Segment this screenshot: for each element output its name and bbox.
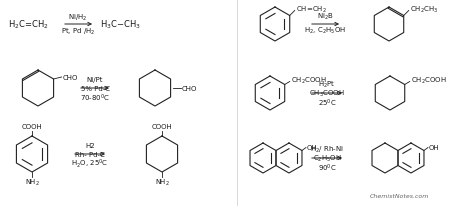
Text: 90$^0$C: 90$^0$C bbox=[318, 162, 337, 173]
Text: H$_2$O, 25$^0$C: H$_2$O, 25$^0$C bbox=[71, 157, 109, 169]
Text: H$_3$C$-$CH$_3$: H$_3$C$-$CH$_3$ bbox=[100, 19, 141, 31]
Text: Ni$_2$B: Ni$_2$B bbox=[317, 12, 333, 22]
Text: CH$_2$COOH: CH$_2$COOH bbox=[291, 75, 327, 85]
Text: OH: OH bbox=[429, 144, 439, 150]
Text: 25$^0$C: 25$^0$C bbox=[318, 97, 337, 108]
Text: H$_2$C=CH$_2$: H$_2$C=CH$_2$ bbox=[8, 19, 49, 31]
Text: Ni/H$_2$: Ni/H$_2$ bbox=[68, 13, 88, 23]
Text: C$_2$H$_5$OH: C$_2$H$_5$OH bbox=[312, 153, 341, 163]
Text: CH$_3$COOH: CH$_3$COOH bbox=[309, 88, 345, 99]
Text: CHO: CHO bbox=[63, 75, 78, 81]
Text: CHO: CHO bbox=[182, 85, 197, 91]
Text: H$_2$Pt: H$_2$Pt bbox=[318, 80, 336, 90]
Text: Rh- Pd-C: Rh- Pd-C bbox=[75, 151, 105, 157]
Text: 70-80$^0$C: 70-80$^0$C bbox=[80, 92, 110, 103]
Text: Pt, Pd /H$_2$: Pt, Pd /H$_2$ bbox=[61, 27, 95, 37]
Text: NH$_2$: NH$_2$ bbox=[25, 177, 39, 187]
Text: H$_2$/ Rh-Ni: H$_2$/ Rh-Ni bbox=[310, 144, 344, 154]
Text: CH$_2$COOH: CH$_2$COOH bbox=[411, 75, 447, 85]
Text: CH$_2$CH$_3$: CH$_2$CH$_3$ bbox=[410, 4, 438, 15]
Text: OH: OH bbox=[307, 144, 318, 150]
Text: H2: H2 bbox=[85, 142, 95, 148]
Text: ChemistNotes.com: ChemistNotes.com bbox=[370, 194, 429, 199]
Text: COOH: COOH bbox=[152, 123, 173, 129]
Text: COOH: COOH bbox=[22, 123, 42, 129]
Text: Ni/Pt: Ni/Pt bbox=[87, 77, 103, 83]
Text: NH$_2$: NH$_2$ bbox=[155, 177, 170, 187]
Text: CH=CH$_2$: CH=CH$_2$ bbox=[296, 4, 327, 15]
Text: 5% Pd-C: 5% Pd-C bbox=[81, 85, 109, 91]
Text: H$_2$, C$_2$H$_5$OH: H$_2$, C$_2$H$_5$OH bbox=[304, 26, 346, 36]
